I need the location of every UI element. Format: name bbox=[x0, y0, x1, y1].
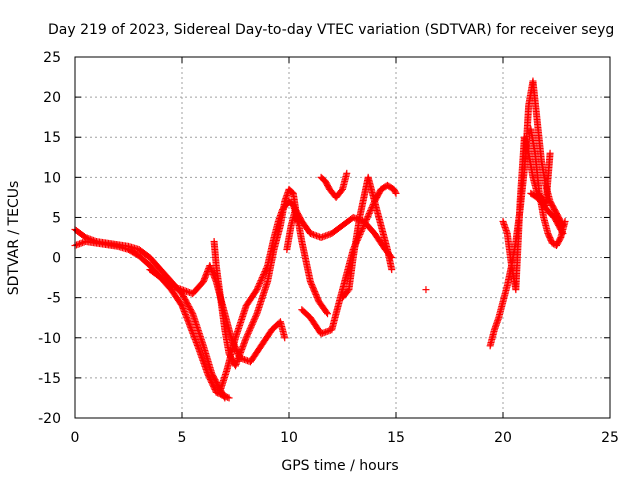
x-tick-label: 20 bbox=[494, 430, 512, 446]
data-point bbox=[262, 266, 270, 274]
data-point bbox=[248, 322, 256, 330]
data-point bbox=[188, 308, 196, 316]
data-point bbox=[361, 220, 369, 228]
data-point bbox=[262, 265, 270, 273]
plot-frame bbox=[74, 56, 611, 419]
data-point bbox=[556, 235, 564, 243]
data-point bbox=[253, 286, 261, 294]
data-point bbox=[251, 314, 259, 322]
y-tick-label: 5 bbox=[52, 210, 61, 226]
y-tick-label: -5 bbox=[47, 291, 61, 307]
data-point bbox=[260, 271, 268, 279]
data-point bbox=[256, 280, 264, 288]
data-point bbox=[363, 214, 371, 222]
data-points bbox=[71, 77, 569, 402]
data-point bbox=[324, 310, 332, 318]
data-point bbox=[365, 211, 373, 219]
data-point bbox=[422, 286, 430, 294]
y-tick-label: -15 bbox=[38, 371, 61, 387]
data-point bbox=[546, 149, 554, 157]
data-point bbox=[364, 212, 372, 220]
data-point bbox=[242, 334, 250, 342]
data-point bbox=[258, 274, 266, 282]
data-point bbox=[344, 287, 352, 295]
x-tick-label: 5 bbox=[178, 430, 187, 446]
data-point bbox=[391, 188, 399, 196]
y-tick-label: 15 bbox=[43, 130, 61, 146]
data-point bbox=[224, 393, 232, 401]
data-point bbox=[244, 331, 252, 339]
data-point bbox=[388, 266, 396, 274]
data-point bbox=[343, 169, 351, 177]
y-tick-label: -20 bbox=[38, 411, 61, 427]
data-point bbox=[281, 334, 289, 342]
data-point bbox=[363, 215, 371, 223]
data-point bbox=[367, 206, 375, 214]
data-point bbox=[247, 323, 255, 331]
data-point bbox=[246, 325, 254, 333]
x-tick-label: 10 bbox=[280, 430, 298, 446]
y-tick-label: 25 bbox=[43, 50, 61, 66]
x-tick-label: 25 bbox=[601, 430, 619, 446]
data-point bbox=[361, 218, 369, 226]
data-point bbox=[263, 263, 271, 271]
data-point bbox=[256, 278, 264, 286]
data-point bbox=[337, 187, 345, 195]
data-point bbox=[366, 208, 374, 216]
data-point bbox=[246, 326, 254, 334]
x-axis-label: GPS time / hours bbox=[281, 458, 398, 474]
data-point bbox=[255, 281, 263, 289]
data-point bbox=[561, 217, 569, 225]
data-point bbox=[258, 275, 266, 283]
axis-ticks: 0 5 10 15 20 25 -20 -15 -10 -5 0 5 10 15 20 25 bbox=[38, 50, 619, 446]
data-point bbox=[261, 268, 269, 276]
data-point bbox=[250, 317, 258, 325]
data-point bbox=[260, 269, 268, 277]
data-point bbox=[259, 272, 267, 280]
data-point bbox=[252, 313, 260, 321]
data-point bbox=[257, 277, 265, 285]
data-point bbox=[252, 311, 260, 319]
data-point bbox=[323, 308, 331, 316]
data-point bbox=[243, 332, 251, 340]
y-tick-label: 20 bbox=[43, 90, 61, 106]
data-point bbox=[244, 329, 252, 337]
data-point bbox=[362, 217, 370, 225]
data-point bbox=[245, 328, 253, 336]
data-point bbox=[250, 316, 258, 324]
data-point bbox=[254, 283, 262, 291]
data-point bbox=[559, 229, 567, 237]
y-tick-label: 0 bbox=[52, 251, 61, 267]
x-tick-label: 15 bbox=[387, 430, 405, 446]
chart-title: Day 219 of 2023, Sidereal Day-to-day VTE… bbox=[48, 22, 614, 38]
data-point bbox=[365, 209, 373, 217]
y-tick-label: -10 bbox=[38, 331, 61, 347]
data-point bbox=[248, 320, 256, 328]
data-point bbox=[392, 189, 400, 197]
data-point bbox=[249, 319, 257, 327]
data-point bbox=[254, 284, 262, 292]
data-point bbox=[225, 394, 233, 402]
x-tick-label: 0 bbox=[71, 430, 80, 446]
y-axis-label: SDTVAR / TECUs bbox=[6, 181, 22, 296]
data-point bbox=[558, 228, 566, 236]
y-tick-label: 10 bbox=[43, 170, 61, 186]
